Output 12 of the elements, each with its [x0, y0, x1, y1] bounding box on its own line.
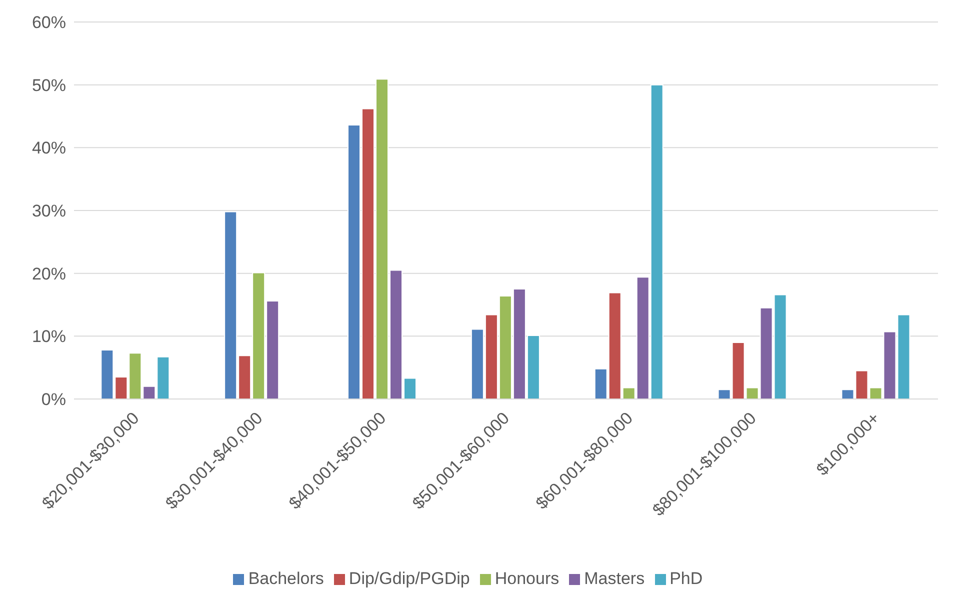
y-tick-label: 30% — [32, 202, 66, 221]
y-tick-label: 20% — [32, 264, 66, 284]
y-tick-label: 40% — [32, 138, 66, 158]
y-tick-label: 0% — [41, 390, 66, 410]
legend-label: Dip/Gdip/PGDip — [348, 569, 470, 588]
y-tick-label: 50% — [32, 76, 66, 95]
y-tick-label: 10% — [32, 327, 66, 346]
y-tick-label: 60% — [32, 13, 66, 32]
legend-label: PhD — [670, 569, 703, 588]
legend-label: Bachelors — [248, 569, 324, 588]
legend-label: Masters — [584, 569, 645, 588]
legend-label: Honours — [494, 569, 560, 588]
